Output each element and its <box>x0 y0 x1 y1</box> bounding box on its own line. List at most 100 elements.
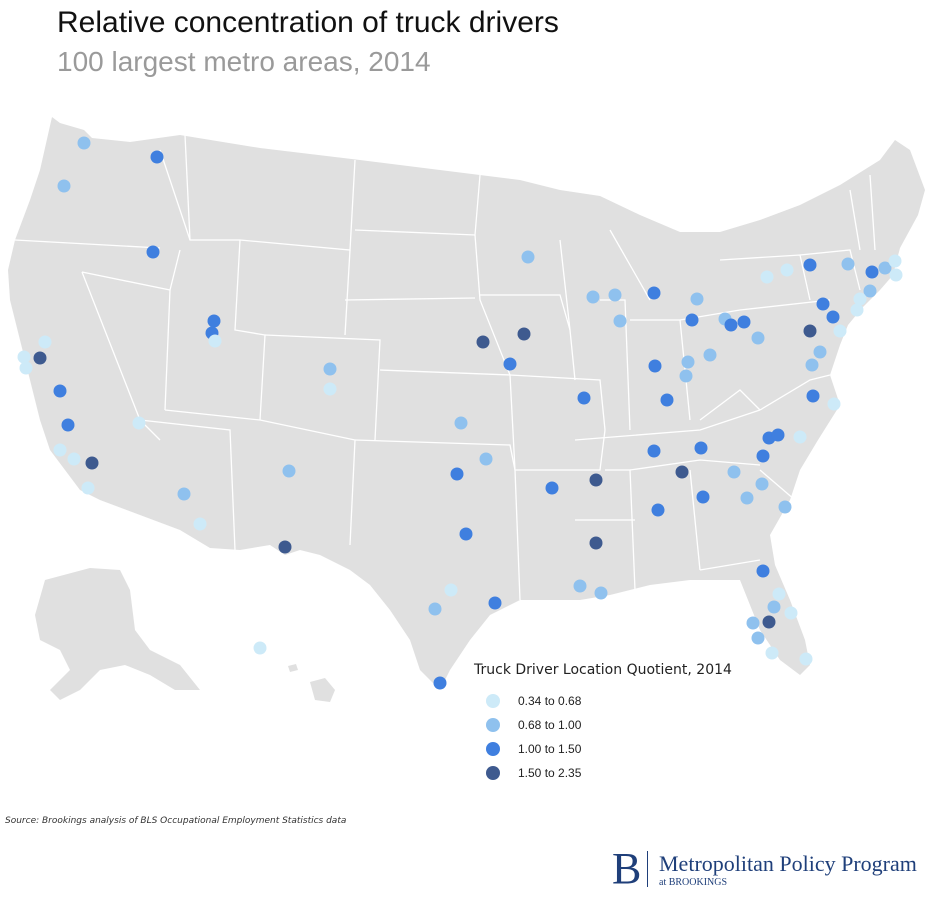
hawaii-land <box>310 678 335 702</box>
metro-dot <box>805 358 819 372</box>
metro-dot <box>690 292 704 306</box>
metro-dot <box>61 418 75 432</box>
legend-dot-lowest <box>486 694 500 708</box>
metro-dot <box>878 261 892 275</box>
metro-dot <box>476 335 490 349</box>
metro-dot <box>503 357 517 371</box>
metro-dot <box>146 245 160 259</box>
metro-dot <box>85 456 99 470</box>
metro-dot <box>282 464 296 478</box>
metro-dot <box>33 351 47 365</box>
metro-dot <box>826 310 840 324</box>
metro-dot <box>746 616 760 630</box>
metro-dot <box>756 449 770 463</box>
metro-dot <box>278 540 292 554</box>
legend-dot-low <box>486 718 500 732</box>
metro-dot <box>685 313 699 327</box>
source-note: Source: Brookings analysis of BLS Occupa… <box>5 816 347 826</box>
metro-dot <box>81 481 95 495</box>
metro-dot <box>778 500 792 514</box>
metro-dot <box>545 481 559 495</box>
brookings-logo: B Metropolitan Policy Program at BROOKIN… <box>612 844 922 893</box>
metro-dot <box>594 586 608 600</box>
metro-dot <box>428 602 442 616</box>
logo-name: Metropolitan Policy Program <box>659 851 917 876</box>
metro-dot <box>755 477 769 491</box>
metro-dot <box>586 290 600 304</box>
legend-label: 0.34 to 0.68 <box>518 694 582 708</box>
metro-dot <box>323 382 337 396</box>
metro-dot <box>865 265 879 279</box>
metro-dot <box>803 258 817 272</box>
metro-dot <box>765 646 779 660</box>
metro-dot <box>780 263 794 277</box>
alaska-land <box>35 568 200 700</box>
metro-dot <box>193 517 207 531</box>
metro-dot <box>799 652 813 666</box>
metro-dot <box>803 324 817 338</box>
metro-dot <box>760 270 774 284</box>
metro-dot <box>38 335 52 349</box>
metro-dot <box>853 292 867 306</box>
metro-dot <box>724 318 738 332</box>
metro-dot <box>703 348 717 362</box>
contiguous-us-land <box>8 117 925 690</box>
metro-dot <box>450 467 464 481</box>
logo-subtitle: at BROOKINGS <box>659 877 728 888</box>
map-title: Relative concentration of truck drivers <box>57 6 559 39</box>
metro-dot <box>756 564 770 578</box>
metro-dot <box>53 384 67 398</box>
metro-dot <box>521 250 535 264</box>
legend-label: 1.50 to 2.35 <box>518 766 582 780</box>
metro-dot <box>488 596 502 610</box>
metro-dot <box>613 314 627 328</box>
metro-dot <box>444 583 458 597</box>
metro-dot <box>850 303 864 317</box>
metro-dot <box>813 345 827 359</box>
metro-dot <box>647 444 661 458</box>
metro-dot <box>454 416 468 430</box>
metro-dot <box>57 179 71 193</box>
metro-dot <box>784 606 798 620</box>
metro-dot <box>806 389 820 403</box>
metro-dot <box>660 393 674 407</box>
metro-dot <box>737 315 751 329</box>
metro-dot <box>53 443 67 457</box>
logo-letter: B <box>612 844 642 893</box>
metro-dot <box>793 430 807 444</box>
metro-dot <box>132 416 146 430</box>
metro-dot <box>459 527 473 541</box>
metro-dots <box>17 136 903 690</box>
metro-dot <box>19 361 33 375</box>
metro-dot <box>751 331 765 345</box>
metro-dot <box>589 473 603 487</box>
logo-divider <box>647 851 648 887</box>
metro-dot <box>77 136 91 150</box>
legend-label: 1.00 to 1.50 <box>518 742 582 756</box>
metro-dot <box>253 641 267 655</box>
metro-dot <box>573 579 587 593</box>
metro-dot <box>479 452 493 466</box>
metro-dot <box>767 600 781 614</box>
metro-dot <box>517 327 531 341</box>
map-subtitle: 100 largest metro areas, 2014 <box>57 46 431 77</box>
metro-dot <box>17 350 31 364</box>
metro-dot <box>648 359 662 373</box>
metro-dot <box>833 324 847 338</box>
metro-dot <box>208 334 222 348</box>
metro-dot <box>841 257 855 271</box>
metro-dot <box>863 284 877 298</box>
metro-dot <box>651 503 665 517</box>
metro-dot <box>696 490 710 504</box>
metro-dot <box>772 587 786 601</box>
legend-dot-high <box>486 742 500 756</box>
metro-dot <box>751 631 765 645</box>
metro-dot <box>762 615 776 629</box>
metro-dot <box>675 465 689 479</box>
metro-dot <box>577 391 591 405</box>
metro-dot <box>889 268 903 282</box>
metro-dot <box>727 465 741 479</box>
metro-dot <box>150 150 164 164</box>
metro-dot <box>679 369 693 383</box>
